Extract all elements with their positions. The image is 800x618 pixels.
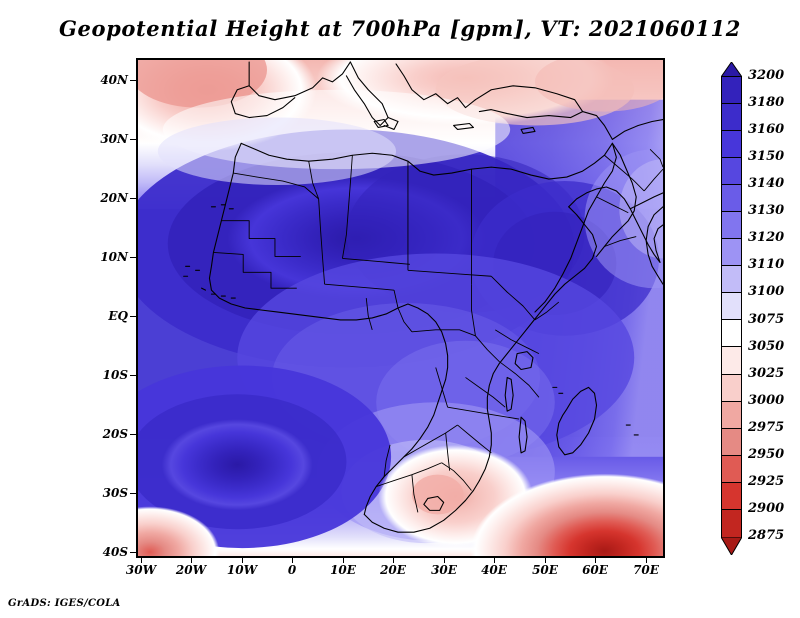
ytick-mark [130, 375, 136, 376]
ytick-10n: 10N [100, 250, 128, 264]
colorbar-band [722, 293, 741, 321]
colorbar-label: 3150 [748, 149, 785, 165]
colorbar-band [722, 374, 741, 402]
xtick-70e: 70E [633, 563, 659, 577]
colorbar-band [722, 320, 741, 348]
colorbar-band [722, 77, 741, 105]
colorbar-label: 3200 [748, 68, 785, 83]
colorbar-band [722, 239, 741, 267]
colorbar-label: 3075 [748, 311, 785, 327]
colorbar-band [722, 509, 741, 537]
xtick-mark [646, 558, 647, 563]
xtick-mark [595, 558, 596, 563]
colorbar-label: 2875 [748, 528, 785, 543]
xtick-mark [343, 558, 344, 563]
colorbar-label: 2975 [748, 419, 785, 435]
colorbar-label: 3025 [748, 365, 785, 381]
xtick-30e: 30E [431, 563, 457, 577]
ytick-mark [130, 80, 136, 81]
colorbar-label: 3120 [748, 230, 785, 246]
colorbar-band [722, 104, 741, 132]
xtick-mark [545, 558, 546, 563]
xtick-mark [444, 558, 445, 563]
xtick-20w: 20W [175, 563, 207, 577]
colorbar-band [722, 455, 741, 483]
colorbar-label: 3110 [748, 257, 785, 273]
ytick-mark [130, 257, 136, 258]
ytick-mark [130, 434, 136, 435]
ytick-mark [130, 139, 136, 140]
xtick-20e: 20E [380, 563, 406, 577]
colorbar-band [722, 185, 741, 213]
colorbar-band [722, 428, 741, 456]
ytick-30s: 30S [102, 486, 128, 500]
colorbar-band [722, 158, 741, 186]
colorbar-band [722, 131, 741, 159]
colorbar-label: 3160 [748, 122, 785, 138]
colorbar-label: 2925 [748, 473, 785, 489]
ytick-30n: 30N [100, 132, 128, 146]
colorbar-band [722, 482, 741, 510]
ytick-20s: 20S [102, 427, 128, 441]
xtick-mark [292, 558, 293, 563]
colorbar-band [722, 212, 741, 240]
colorbar-label: 3000 [748, 392, 785, 408]
xtick-mark [191, 558, 192, 563]
colorbar-band [722, 266, 741, 294]
ytick-eq: EQ [108, 309, 128, 323]
ytick-mark [130, 198, 136, 199]
ytick-mark [130, 316, 136, 317]
ytick-40s: 40S [102, 545, 128, 559]
xtick-60e: 60E [582, 563, 608, 577]
xtick-mark [242, 558, 243, 563]
xtick-mark [393, 558, 394, 563]
colorbar-label: 3130 [748, 203, 785, 219]
xtick-10e: 10E [330, 563, 356, 577]
page-title: Geopotential Height at 700hPa [gpm], VT:… [59, 16, 741, 41]
ytick-mark [130, 552, 136, 553]
colorbar-band [722, 347, 741, 375]
xtick-40e: 40E [481, 563, 507, 577]
xtick-mark [494, 558, 495, 563]
ytick-40n: 40N [100, 73, 128, 87]
ytick-20n: 20N [100, 191, 128, 205]
ytick-10s: 10S [102, 368, 128, 382]
colorbar-top-arrow-icon [721, 62, 742, 77]
colorbar-label: 3180 [748, 95, 785, 111]
xtick-10w: 10W [226, 563, 258, 577]
colorbar-label: 2950 [748, 446, 785, 462]
xtick-0: 0 [287, 563, 297, 577]
attribution-footer: GrADS: IGES/COLA [8, 598, 121, 609]
colorbar-label: 2900 [748, 500, 785, 516]
ytick-mark [130, 493, 136, 494]
colorbar[interactable] [721, 76, 742, 538]
xtick-50e: 50E [532, 563, 558, 577]
colorbar-label: 3100 [748, 284, 785, 300]
xtick-30w: 30W [125, 563, 157, 577]
colorbar-label: 3050 [748, 338, 785, 354]
colorbar-label: 3140 [748, 176, 785, 192]
colorbar-band [722, 401, 741, 429]
geopotential-height-field [138, 60, 663, 556]
colorbar-bottom-arrow-icon [721, 537, 742, 555]
xtick-mark [141, 558, 142, 563]
map-plot-area[interactable] [136, 58, 665, 558]
